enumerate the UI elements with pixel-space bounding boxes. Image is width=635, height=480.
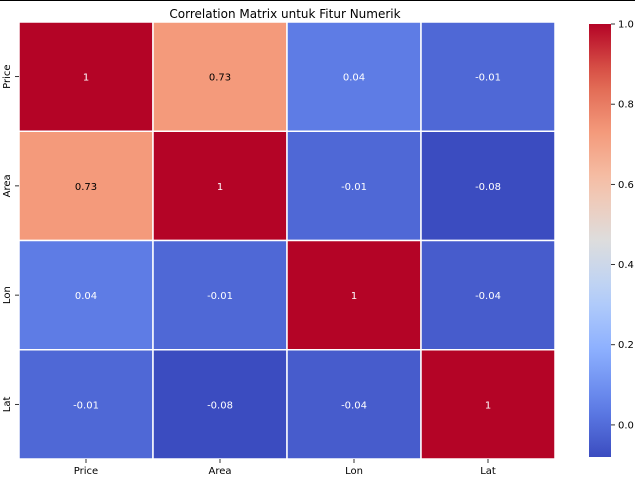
heatmap-cell bbox=[286, 349, 422, 460]
cell-value-label: 0.04 bbox=[343, 73, 365, 84]
colorbar-tick-label: 0.4 bbox=[618, 260, 634, 271]
colorbar-tick-label: 1.0 bbox=[618, 20, 634, 31]
cell-value-label: 1 bbox=[83, 73, 89, 84]
cell-value-label: 1 bbox=[351, 291, 357, 302]
y-tick-label: Lon bbox=[2, 286, 13, 304]
chart-title: Correlation Matrix untuk Fitur Numerik bbox=[169, 7, 400, 21]
cell-value-label: 1 bbox=[217, 182, 223, 193]
cell-value-label: -0.08 bbox=[475, 182, 501, 193]
cell-value-label: -0.01 bbox=[475, 73, 501, 84]
cell-value-label: -0.01 bbox=[207, 291, 233, 302]
y-tick-label: Area bbox=[2, 174, 13, 197]
cell-value-label: -0.04 bbox=[475, 291, 501, 302]
cell-value-label: -0.04 bbox=[341, 400, 367, 411]
cell-value-label: 1 bbox=[485, 400, 491, 411]
heatmap-cell bbox=[152, 239, 288, 351]
heatmap-cell bbox=[18, 349, 154, 460]
colorbar-tick-label: 0.2 bbox=[618, 340, 634, 351]
heatmap-cell bbox=[18, 239, 154, 351]
colorbar: 0.0 0.2 0.4 0.6 0.8 1.0 bbox=[589, 20, 634, 457]
cell-value-label: -0.01 bbox=[73, 400, 99, 411]
cell-value-label: 0.73 bbox=[209, 73, 231, 84]
x-tick-label: Lat bbox=[480, 466, 496, 477]
x-tick-label: Price bbox=[74, 466, 98, 477]
x-tick-label: Lon bbox=[345, 466, 363, 477]
heatmap-cell bbox=[420, 349, 556, 460]
cell-value-label: -0.01 bbox=[341, 182, 367, 193]
y-tick-label: Lat bbox=[2, 396, 13, 412]
x-axis-ticks: Price Area Lon Lat bbox=[74, 459, 496, 477]
top-border-line bbox=[0, 0, 635, 1]
heatmap-cell bbox=[286, 239, 422, 351]
colorbar-gradient bbox=[589, 24, 611, 457]
heatmap-cell bbox=[420, 239, 556, 351]
colorbar-tick-label: 0.0 bbox=[618, 420, 634, 431]
cell-value-label: 0.04 bbox=[75, 291, 97, 302]
heatmap-cell bbox=[420, 130, 556, 242]
cell-value-label: -0.08 bbox=[207, 400, 233, 411]
colorbar-tick-label: 0.8 bbox=[618, 100, 634, 111]
heatmap-cells bbox=[18, 21, 556, 460]
heatmap-cell bbox=[152, 21, 288, 132]
cell-value-label: 0.73 bbox=[75, 182, 97, 193]
y-tick-label: Price bbox=[2, 64, 13, 88]
y-axis-ticks: Price Area Lon Lat bbox=[2, 64, 19, 412]
colorbar-tick-label: 0.6 bbox=[618, 180, 634, 191]
cell-annotations: 1 0.73 0.04 -0.01 0.73 1 -0.01 -0.08 0.04 -0.01 1 -… bbox=[73, 73, 501, 412]
x-tick-label: Area bbox=[208, 466, 231, 477]
